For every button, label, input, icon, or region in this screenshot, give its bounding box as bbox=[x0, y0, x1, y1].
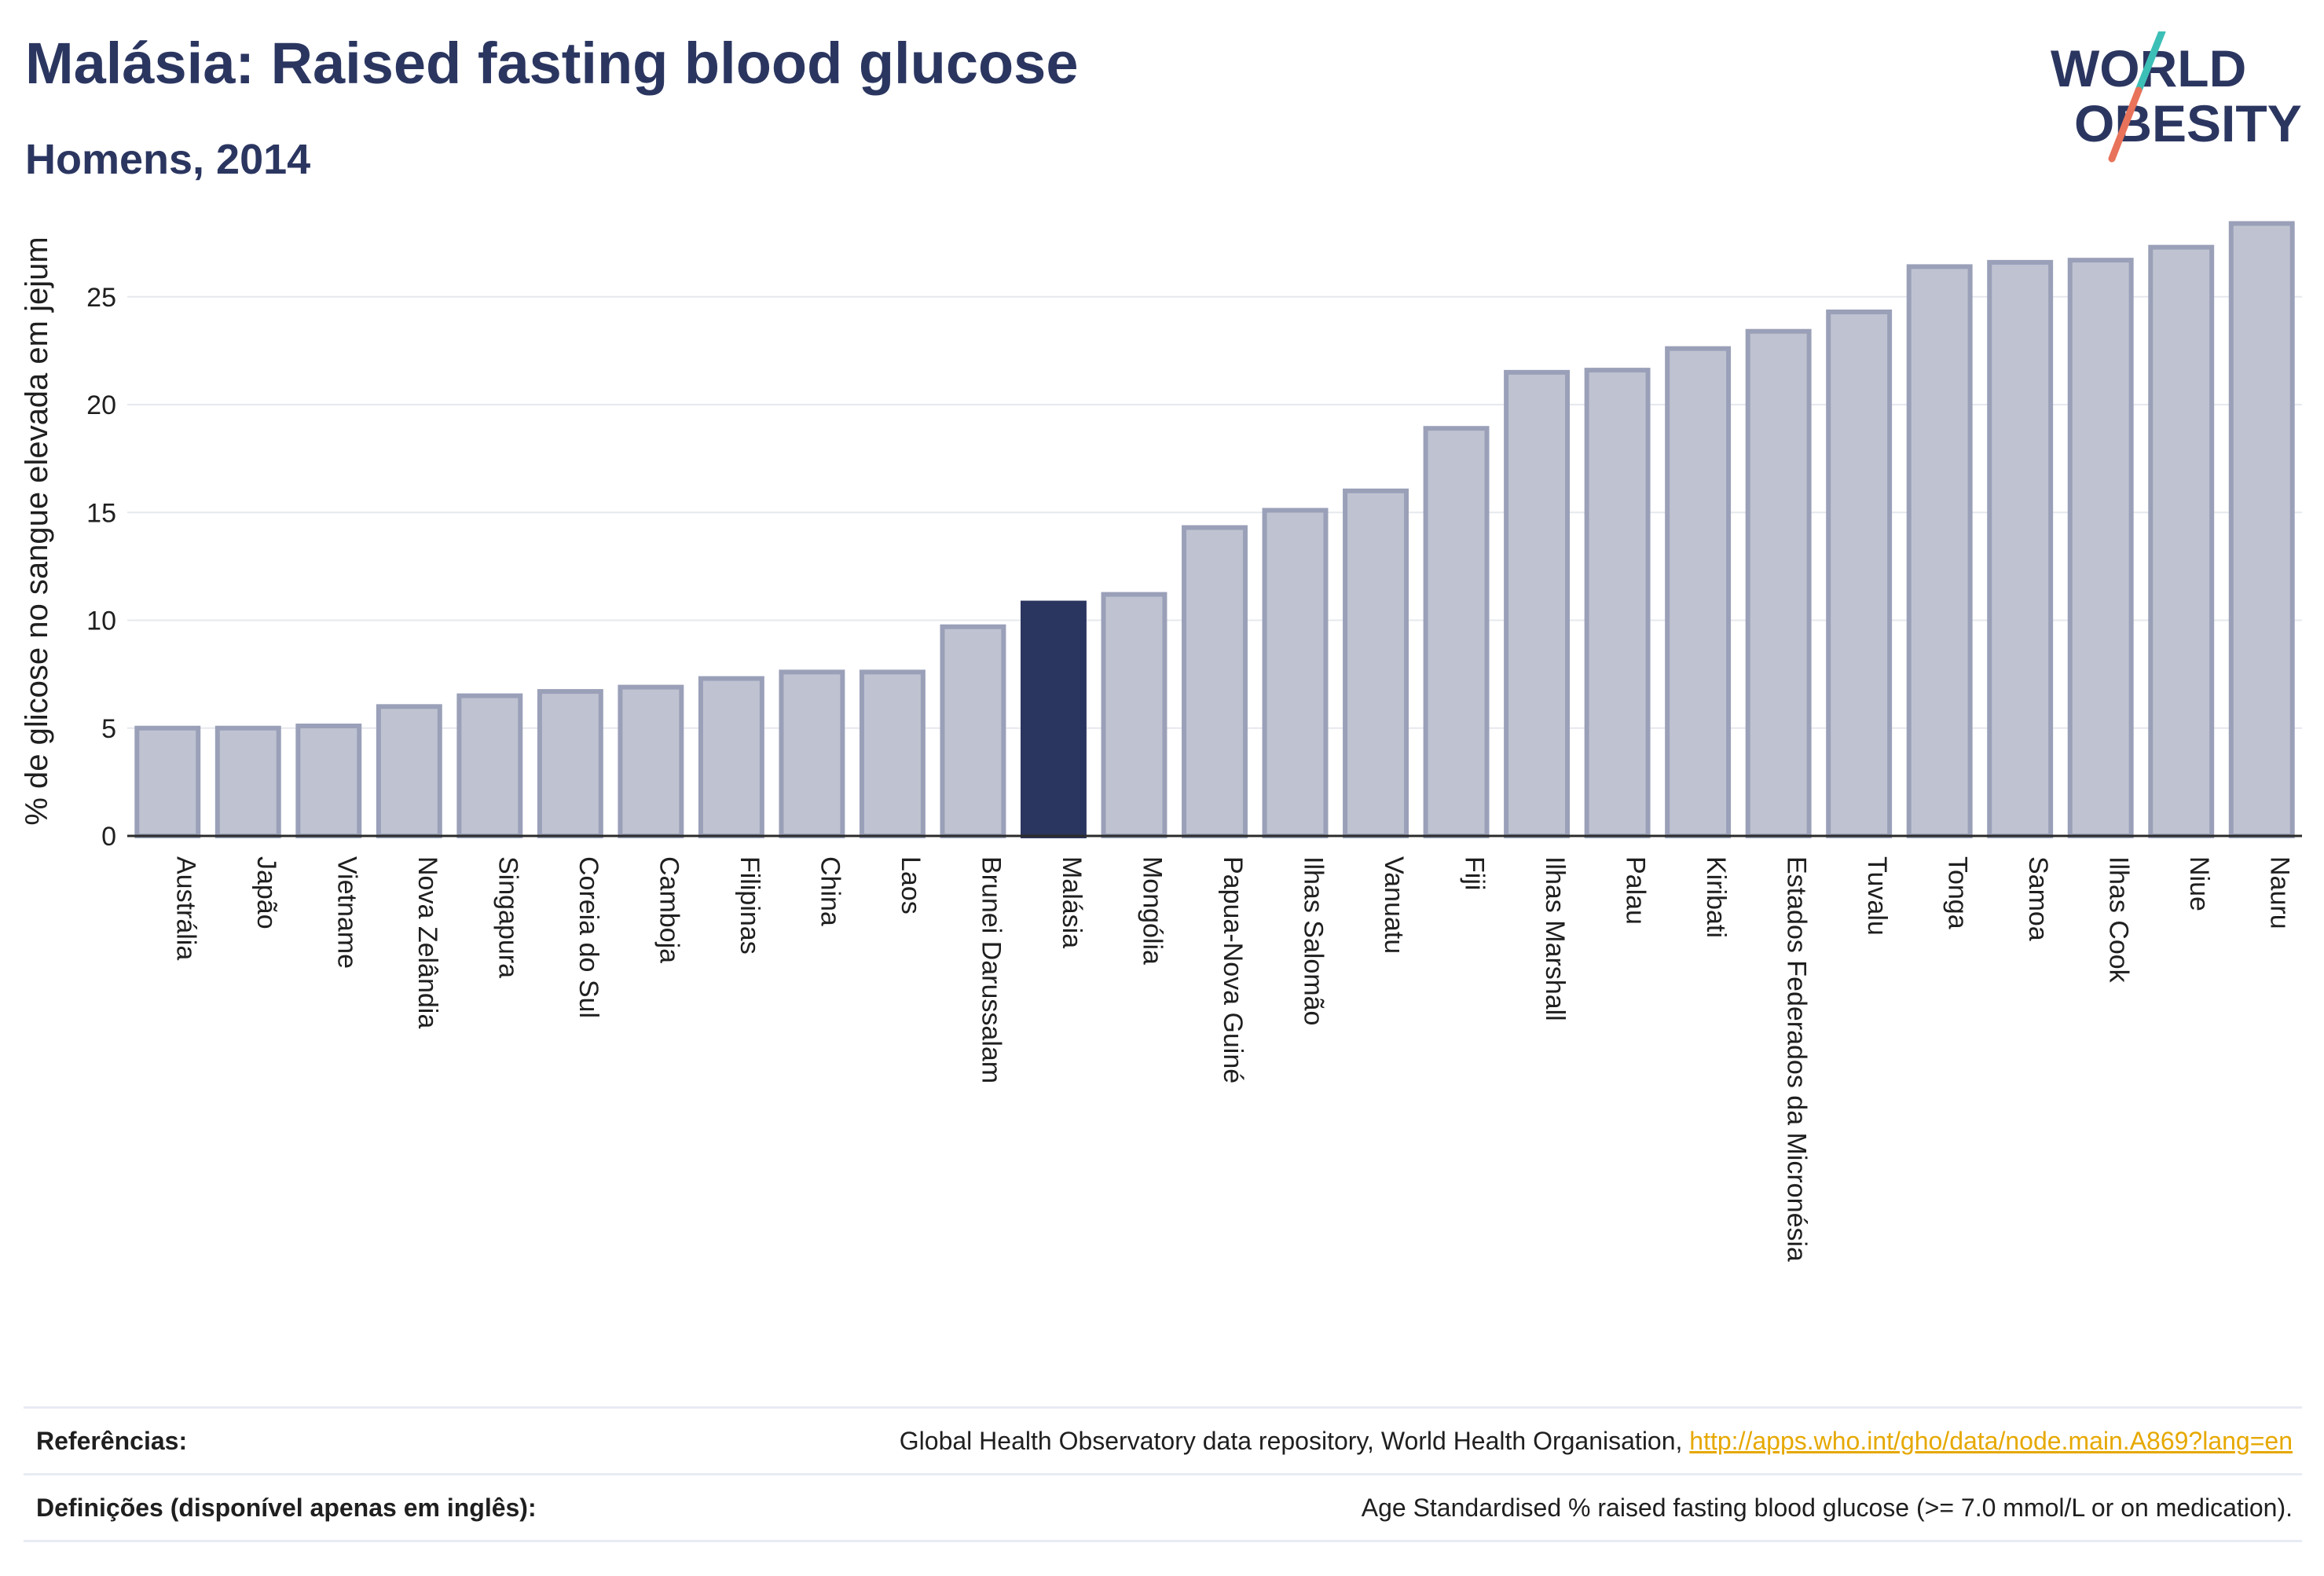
y-axis-title: % de glicose no sangue elevada em jejum bbox=[20, 236, 54, 825]
definitions-value: Age Standardised % raised fasting blood … bbox=[1361, 1493, 2293, 1522]
x-tick-label: Camboja bbox=[654, 856, 684, 963]
bar bbox=[537, 689, 603, 838]
x-tick-label: Kiribati bbox=[1701, 856, 1731, 938]
x-tick-label: Malásia bbox=[1057, 856, 1087, 948]
x-tick-label: Filipinas bbox=[735, 856, 764, 955]
bar bbox=[1101, 592, 1167, 838]
footer-table: Referências: Global Health Observatory d… bbox=[24, 1406, 2302, 1542]
bar bbox=[1906, 264, 1973, 838]
page-subtitle: Homens, 2014 bbox=[25, 136, 311, 183]
bar bbox=[134, 725, 201, 838]
x-tick-label: Palau bbox=[1621, 856, 1651, 925]
page-title: Malásia: Raised fasting blood glucose bbox=[25, 31, 1079, 96]
x-tick-label: Fiji bbox=[1460, 856, 1490, 890]
y-axis: 0 5 10 15 20 25 bbox=[86, 283, 116, 852]
bar bbox=[940, 624, 1006, 838]
world-obesity-logo: WORLD OBESITY bbox=[2051, 31, 2302, 163]
x-tick-label: Japão bbox=[251, 856, 281, 929]
x-tick-label: Samoa bbox=[2023, 856, 2053, 941]
x-tick-label: Estados Federados da Micronésia bbox=[1782, 856, 1812, 1262]
x-tick-label: Austrália bbox=[170, 856, 200, 960]
x-tick-label: Vietname bbox=[332, 856, 361, 969]
bars bbox=[134, 221, 2295, 839]
bar bbox=[376, 704, 442, 839]
y-tick-label: 15 bbox=[86, 498, 116, 528]
definitions-row: Definições (disponível apenas em inglês)… bbox=[24, 1473, 2302, 1542]
x-tick-label: Brunei Darussalam bbox=[976, 856, 1006, 1083]
x-tick-label: Nova Zelândia bbox=[412, 856, 442, 1028]
bar bbox=[295, 724, 362, 838]
bar bbox=[2228, 221, 2295, 838]
y-tick-label: 25 bbox=[86, 283, 116, 313]
bar bbox=[1182, 525, 1248, 839]
logo-slash-bottom bbox=[2108, 86, 2143, 163]
x-axis-labels: Austrália Japão Vietname Nova Zelândia Singa… bbox=[170, 856, 2294, 1262]
x-tick-label: Nauru bbox=[2265, 856, 2295, 929]
bar bbox=[698, 676, 764, 838]
references-link[interactable]: http://apps.who.int/gho/data/node.main.A… bbox=[1689, 1426, 2293, 1455]
y-tick-label: 5 bbox=[101, 714, 116, 744]
x-tick-label: Ilhas Salomão bbox=[1299, 856, 1329, 1025]
x-tick-label: China bbox=[815, 856, 845, 926]
y-tick-label: 0 bbox=[101, 822, 116, 852]
x-tick-label: Ilhas Cook bbox=[2104, 856, 2134, 984]
x-tick-label: Coreia do Sul bbox=[574, 856, 603, 1018]
references-value: Global Health Observatory data repositor… bbox=[900, 1427, 2302, 1456]
bar bbox=[214, 725, 281, 838]
definitions-label: Definições (disponível apenas em inglês)… bbox=[36, 1493, 537, 1522]
references-row: Referências: Global Health Observatory d… bbox=[24, 1406, 2302, 1473]
bar bbox=[1343, 488, 1409, 838]
bar bbox=[779, 669, 845, 839]
bar bbox=[2148, 244, 2215, 839]
bar bbox=[1504, 369, 1571, 838]
x-tick-label: Ilhas Marshall bbox=[1540, 856, 1570, 1021]
bar bbox=[1987, 259, 2054, 838]
x-tick-label: Papua-Nova Guiné bbox=[1218, 856, 1248, 1083]
references-text: Global Health Observatory data repositor… bbox=[899, 1426, 1683, 1455]
bar bbox=[1745, 328, 1812, 839]
bar bbox=[1584, 368, 1651, 838]
x-tick-label: Niue bbox=[2184, 856, 2214, 911]
bar bbox=[1262, 508, 1329, 838]
bar bbox=[1423, 426, 1490, 838]
logo-line2: OBESITY bbox=[2074, 94, 2302, 152]
x-tick-label: Singapura bbox=[493, 856, 522, 978]
bar bbox=[1826, 310, 1893, 838]
references-label: Referências: bbox=[36, 1426, 188, 1455]
x-tick-label: Mongólia bbox=[1137, 856, 1167, 965]
y-tick-label: 10 bbox=[86, 607, 116, 636]
bar bbox=[2067, 258, 2134, 838]
bar bbox=[618, 684, 684, 838]
x-tick-label: Tonga bbox=[1943, 856, 1973, 929]
x-tick-label: Vanuatu bbox=[1379, 856, 1409, 954]
y-tick-label: 20 bbox=[86, 390, 116, 420]
bar bbox=[456, 693, 523, 838]
logo-slash-top bbox=[2135, 31, 2166, 94]
bar-highlight bbox=[1021, 600, 1087, 838]
bar bbox=[859, 669, 926, 839]
x-tick-label: Tuvalu bbox=[1862, 856, 1892, 936]
bar-chart: 0 5 10 15 20 25 Austrália Japão Vietname Nova Ze… bbox=[20, 221, 2302, 1262]
bar bbox=[1665, 346, 1732, 839]
x-tick-label: Laos bbox=[896, 856, 926, 914]
